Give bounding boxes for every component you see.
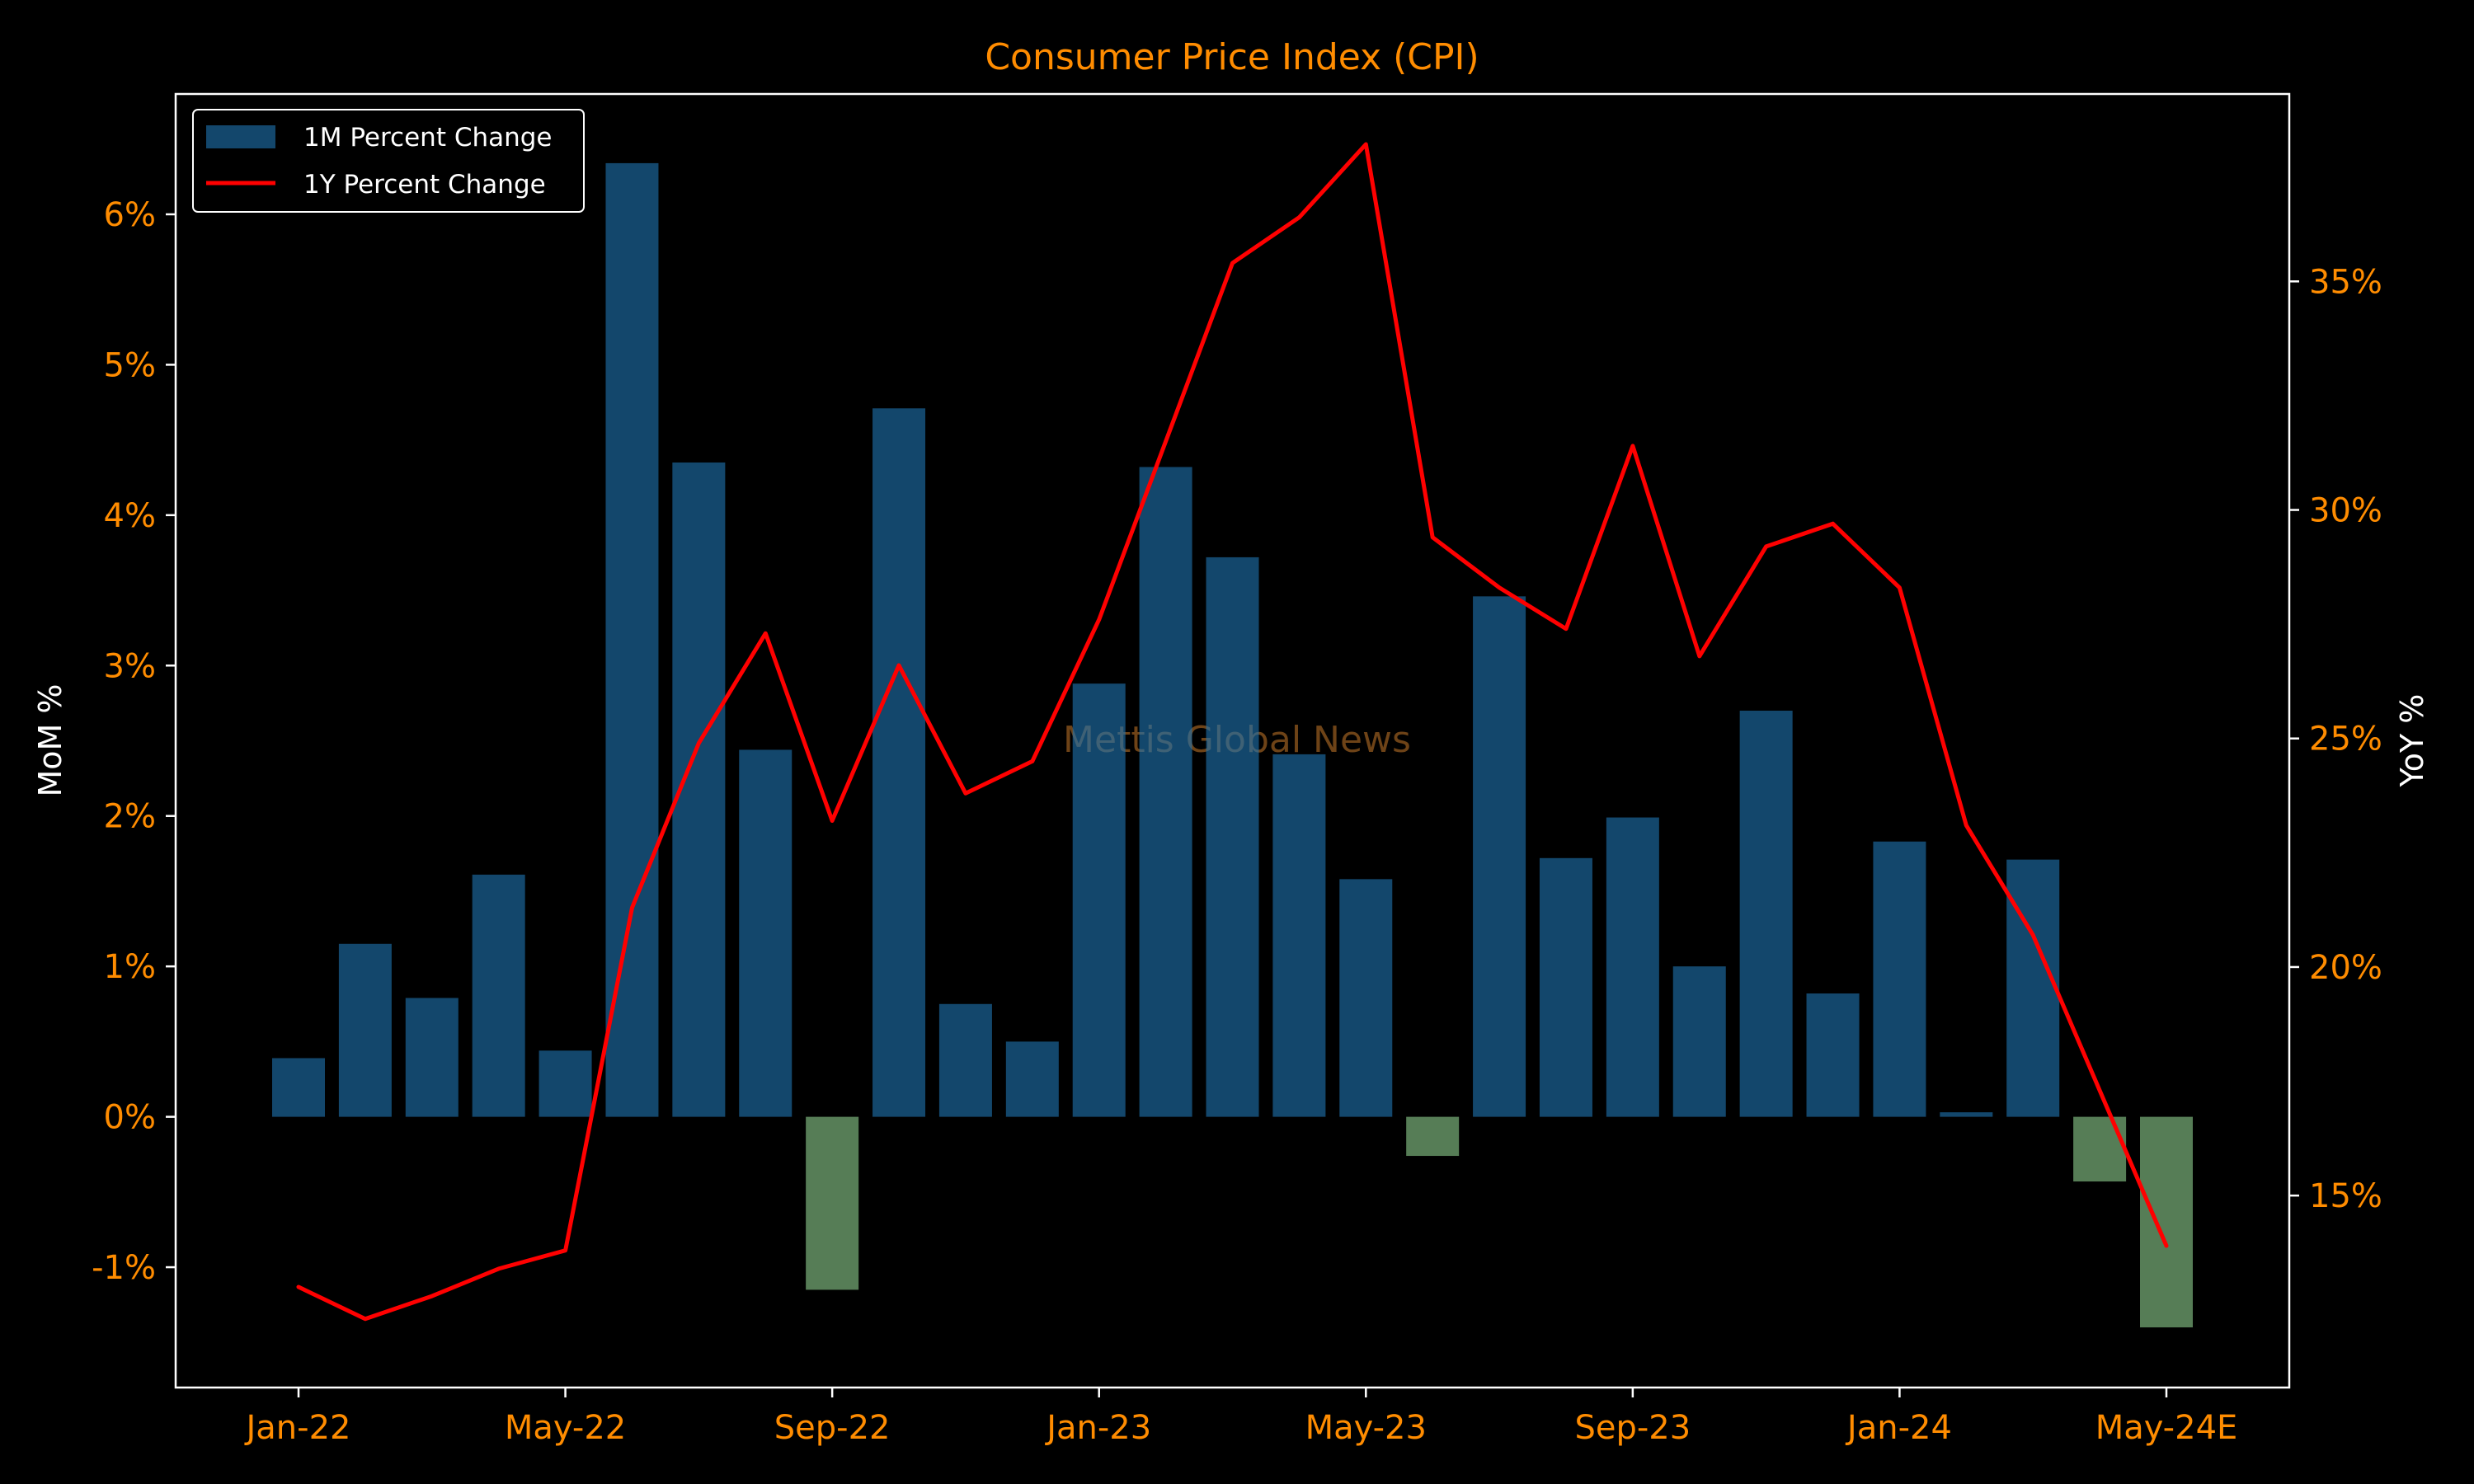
bar-Oct-22	[872, 408, 926, 1117]
legend: 1M Percent Change 1Y Percent Change	[192, 109, 585, 213]
yoy-line	[296, 142, 2169, 1322]
x-tick-label: Jan-23	[1044, 1409, 1151, 1447]
x-tick-label: Jan-22	[244, 1409, 351, 1447]
x-tick-label: May-23	[1305, 1409, 1427, 1447]
bar-Feb-23	[1139, 467, 1192, 1117]
left-axis-label: MoM %	[32, 683, 68, 796]
bar-Dec-22	[1005, 1041, 1059, 1117]
bar-Sep-22	[806, 1116, 859, 1290]
bar-Jul-23	[1473, 596, 1526, 1117]
bar-Nov-22	[938, 1003, 992, 1117]
bar-Aug-22	[739, 749, 793, 1117]
x-tick-label: Sep-23	[1574, 1409, 1691, 1447]
bar-Mar-23	[1206, 556, 1259, 1117]
bar-Oct-23	[1672, 966, 1726, 1117]
bar-May-23	[1339, 879, 1393, 1117]
bar-May-24E	[2140, 1116, 2193, 1328]
left-tick-label: 6%	[104, 196, 156, 234]
bar-Jun-23	[1406, 1116, 1460, 1157]
bar-Jan-24	[1873, 841, 1926, 1117]
x-tick-label: Sep-22	[774, 1409, 891, 1447]
right-tick-label: 15%	[2309, 1177, 2382, 1215]
bar-Sep-23	[1606, 817, 1659, 1117]
x-tick-label: May-24E	[2095, 1409, 2238, 1447]
bar-May-22	[539, 1050, 592, 1117]
left-tick-label: 0%	[104, 1099, 156, 1137]
left-tick-label: 4%	[104, 497, 156, 535]
legend-bar-swatch	[206, 125, 275, 148]
left-axis: -1% 0% 1% 2% 3% 4% 5% 6%	[92, 196, 176, 1287]
left-tick-label: -1%	[92, 1249, 156, 1287]
right-axis-label: YoY %	[2394, 694, 2430, 788]
right-tick-label: 35%	[2309, 263, 2382, 301]
bar-Dec-23	[1806, 993, 1860, 1117]
bar-Jan-23	[1072, 683, 1126, 1117]
right-tick-label: 25%	[2309, 721, 2382, 758]
chart-title: Consumer Price Index (CPI)	[985, 36, 1479, 78]
left-tick-label: 3%	[104, 647, 156, 685]
plot-frame	[174, 92, 2291, 1389]
x-tick-label: May-22	[505, 1409, 626, 1447]
legend-box	[192, 109, 585, 213]
right-axis: 15% 20% 25% 30% 35%	[2289, 263, 2382, 1215]
line-series	[296, 142, 2169, 1322]
bar-Nov-23	[1739, 711, 1793, 1117]
bar-Apr-24	[2073, 1116, 2127, 1182]
left-tick-label: 1%	[104, 948, 156, 986]
legend-line-label: 1Y Percent Change	[303, 170, 546, 200]
bar-Mar-22	[405, 998, 459, 1117]
x-axis: Jan-22 May-22 Sep-22 Jan-23 May-23 Sep-23 Jan-…	[244, 1388, 2238, 1447]
bar-Apr-23	[1272, 754, 1326, 1117]
bar-Apr-22	[472, 874, 525, 1117]
bar-Mar-24	[2006, 859, 2060, 1117]
right-tick-label: 20%	[2309, 949, 2382, 987]
left-tick-label: 5%	[104, 346, 156, 384]
bar-Jan-22	[272, 1058, 325, 1117]
x-tick-label: Jan-24	[1845, 1409, 1952, 1447]
bar-Feb-22	[338, 943, 392, 1117]
legend-bar-label: 1M Percent Change	[303, 123, 553, 153]
bar-Aug-23	[1539, 857, 1592, 1117]
bar-Jun-22	[605, 162, 659, 1117]
bar-Feb-24	[1940, 1112, 1993, 1117]
left-tick-label: 2%	[104, 798, 156, 836]
right-tick-label: 30%	[2309, 492, 2382, 530]
